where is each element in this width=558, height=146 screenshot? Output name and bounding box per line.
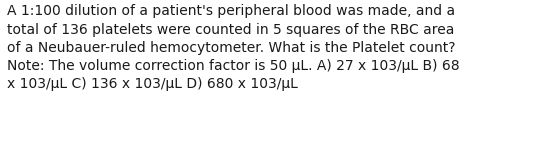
Text: A 1:100 dilution of a patient's peripheral blood was made, and a
total of 136 pl: A 1:100 dilution of a patient's peripher… [7, 4, 460, 91]
